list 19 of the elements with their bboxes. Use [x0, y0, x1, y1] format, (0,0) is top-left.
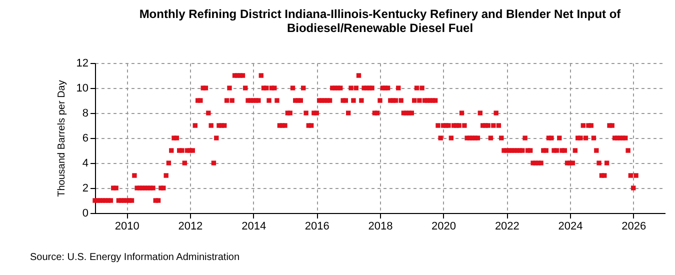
x-tick-label: 2014: [242, 220, 266, 232]
x-tick-label: 2020: [432, 220, 456, 232]
x-tick-label: 2016: [304, 220, 330, 232]
y-tick-label: 4: [82, 158, 88, 170]
y-axis-title: Thousand Barrels per Day: [56, 80, 68, 197]
y-tick-label: 0: [82, 208, 88, 220]
chart-title: Monthly Refining District Indiana-Illinois-Kentucky Refinery and Blender Net Input of Biodiesel/Renewable Diesel Fuel: [139, 7, 622, 35]
x-tick-label: 2024: [558, 220, 583, 232]
x-tick-label: 2022: [494, 220, 520, 232]
source-note: Source: U.S. Energy Information Administration: [30, 252, 240, 263]
y-tick-label: 2: [82, 182, 88, 194]
y-tick-label: 6: [82, 132, 88, 144]
x-tick-label: 2026: [622, 220, 646, 232]
x-tick-label: 2012: [178, 220, 203, 232]
y-tick-label: 12: [76, 58, 88, 70]
x-tick-label: 2018: [368, 220, 393, 232]
y-tick-label: 8: [82, 108, 88, 120]
x-tick-label: 2010: [114, 220, 140, 232]
y-tick-label: 10: [76, 82, 88, 94]
